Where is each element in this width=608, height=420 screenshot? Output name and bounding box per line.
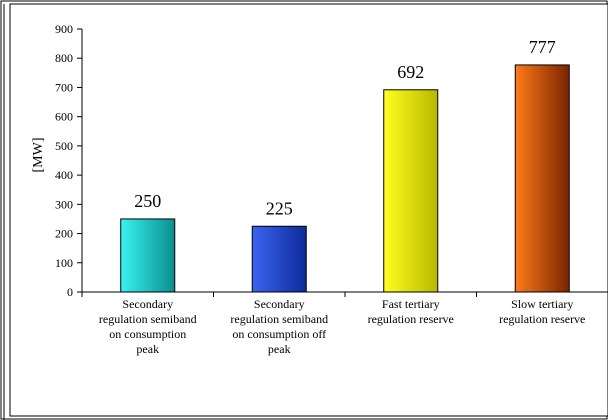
data-label: 250	[134, 191, 161, 211]
y-tick-label: 500	[55, 139, 73, 153]
data-label: 777	[529, 37, 556, 57]
plot-area-frame	[9, 3, 608, 417]
y-axis-label: [MW]	[31, 138, 46, 173]
bar	[514, 64, 570, 293]
y-tick-label: 200	[55, 227, 73, 241]
bar	[251, 225, 307, 293]
x-tick-label: Slow tertiary regulation reserve	[499, 297, 585, 326]
data-label: 225	[266, 198, 293, 218]
bar	[120, 218, 176, 293]
bar	[383, 89, 439, 293]
y-tick-label: 800	[55, 51, 73, 65]
y-tick-label: 600	[55, 110, 73, 124]
y-tick-label: 300	[55, 197, 73, 211]
y-tick-label: 700	[55, 80, 73, 94]
y-tick-label: 0	[67, 285, 73, 299]
data-labels: 250 225 692 777	[134, 37, 556, 218]
y-tick-label: 400	[55, 168, 73, 182]
x-tick-label: Secondary regulation semiband on consumpti…	[99, 297, 197, 356]
y-tick-label: 900	[55, 22, 73, 36]
bars	[120, 64, 570, 293]
x-ticks	[81, 292, 608, 297]
data-label: 692	[397, 62, 424, 82]
x-tick-label: Fast tertiary regulation reserve	[368, 297, 454, 326]
y-ticks: 0 100 200 300 400 500 600 700 800 900	[55, 22, 82, 299]
x-tick-label: Secondary regulation semiband on consumpti…	[230, 297, 328, 356]
y-tick-label: 100	[55, 256, 73, 270]
category-labels: Secondary regulation semiband on consumpti…	[99, 297, 585, 356]
